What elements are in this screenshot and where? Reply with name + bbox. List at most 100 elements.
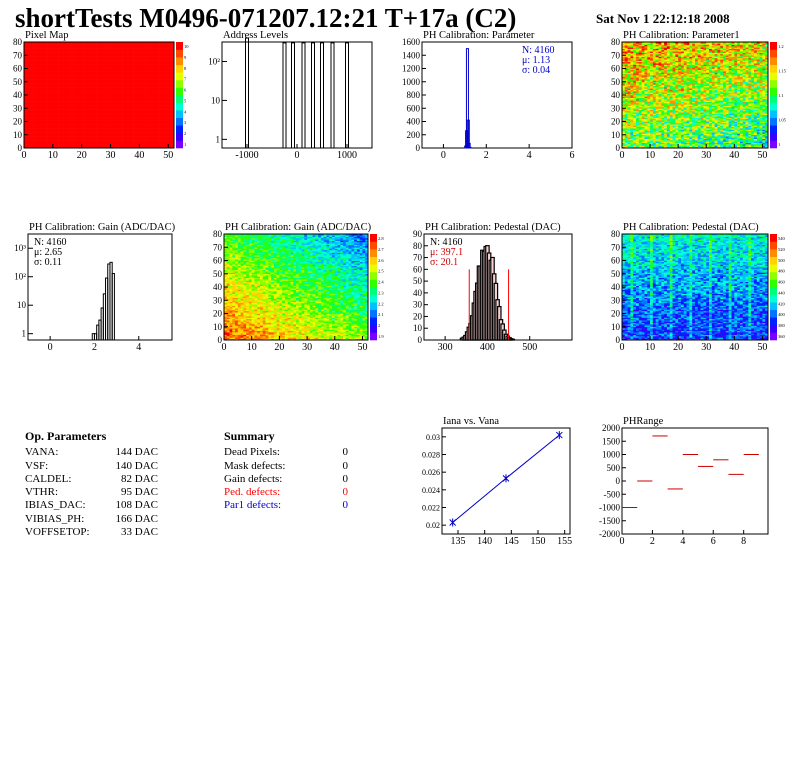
x-tick-label: 4 [136,342,141,352]
bar [468,146,472,149]
palette-swatch [770,64,777,73]
y-tick-label: 10³ [14,243,26,253]
chart-title: PH Calibration: Pedestal (DAC) [623,222,759,233]
stats-entry: σ: 0.04 [522,65,550,76]
bar [510,338,516,341]
y-tick-label: 0 [616,335,621,345]
chart-address-levels: Address Levels 1 10 10² -1000 0 1000 [208,30,373,160]
summary-label: Par1 defects: [224,499,282,512]
y-tick-label: 30 [13,103,23,113]
palette-label: 1.2 [778,44,784,49]
y-tick-label: 70 [413,253,423,263]
y-tick-label: 80 [611,37,621,47]
op-parameter-label: VTHR: [25,486,58,499]
palette-swatch [370,256,377,265]
palette-label: 480 [778,269,786,274]
op-parameter-label: VOFFSETOP: [25,526,90,539]
summary-title: Summary [224,429,275,443]
x-tick-label: 150 [531,536,546,547]
stats-entry: σ: 0.11 [34,257,62,268]
palette-label: 2 [378,323,380,328]
palette-swatch [370,271,377,280]
heatmap-cells [622,42,769,149]
op-parameter-value: 144 DAC [115,446,158,459]
x-tick-label: 30 [106,150,116,160]
x-tick-label: 50 [757,150,767,160]
palette-label: 1.1 [778,93,784,98]
palette-swatch [770,110,777,119]
y-tick-label: 50 [611,77,621,87]
palette-label: 2.6 [378,258,384,263]
x-tick-label: 300 [438,342,453,352]
palette-swatch [770,309,777,318]
palette-label: 3 [184,120,187,125]
y-tick-label: 50 [13,77,23,87]
y-tick-label: 60 [413,264,423,274]
stats-entry: μ: 397.1 [430,247,463,258]
y-tick-label: 40 [13,90,23,100]
page-date: Sat Nov 1 22:12:18 2008 [596,11,730,26]
op-parameter-row: VOFFSETOP: 33 DAC [25,526,158,539]
x-tick-label: 40 [729,342,739,352]
palette-swatch [770,324,777,333]
y-tick-label: 0 [218,335,223,345]
x-tick-label: 10 [48,150,58,160]
palette-swatch [176,57,183,66]
y-tick-label: 50 [611,269,621,279]
x-tick-label: -1000 [235,150,258,160]
palette-label: 5 [184,98,187,103]
chart-iana-vana: Iana vs. Vana 0.02 0.022 0.024 0.026 0.028 0.0… [422,416,572,547]
y-tick-label: 70 [213,242,223,252]
y-tick-label: -1000 [599,503,620,513]
chart-title: Iana vs. Vana [443,416,499,427]
y-tick-label: 40 [413,288,423,298]
x-tick-label: 50 [757,342,767,352]
op-parameter-row: VTHR: 95 DAC [25,486,158,499]
y-tick-label: 0.02 [426,521,440,530]
palette-swatch [370,241,377,250]
palette-swatch [370,279,377,288]
chart-title: PH Calibration: Gain (ADC/DAC) [225,222,372,233]
x-tick-label: 40 [330,342,340,352]
op-parameter-value: 166 DAC [115,512,158,525]
x-tick-label: 0 [620,536,625,547]
chart-title: PH Calibration: Pedestal (DAC) [425,222,561,233]
palette-label: 1 [778,142,780,147]
chart-title: PH Calibration: Parameter1 [623,30,740,41]
y-tick-label: 60 [611,256,621,266]
palette-swatch [176,140,183,149]
x-tick-label: 20 [77,150,87,160]
palette-label: 1.9 [378,334,384,339]
palette-swatch [770,294,777,303]
y-tick-label: 10 [17,300,27,310]
x-tick-label: 0 [620,150,625,160]
palette-swatch [770,287,777,295]
y-tick-label: 0.026 [422,468,440,477]
chart-ph-param1: PH Calibration: Parameter1 1.2 1.15 1.1 1.05… [611,30,787,160]
y-tick-label: 30 [413,300,423,310]
y-tick-label: 0.03 [426,433,440,442]
palette-swatch [770,256,777,265]
op-parameter-row: VANA: 144 DAC [25,446,158,459]
palette-swatch [176,102,183,111]
x-tick-label: 2 [92,342,97,352]
y-tick-label: -500 [604,489,621,499]
bar [111,272,115,341]
y-tick-label: 30 [213,295,223,305]
y-tick-label: 60 [611,64,621,74]
y-tick-label: 1400 [402,50,421,60]
palette-swatch [770,332,777,341]
stats-entry: N: 4160 [522,45,555,56]
bar [291,42,295,149]
chart-ph-param: PH Calibration: Parameter 0 200 400 600 800 10… [402,30,575,160]
summary-value: 0 [342,446,349,459]
y-tick-label: 2000 [602,423,621,433]
y-tick-label: 400 [407,117,421,127]
x-tick-label: 1000 [337,150,357,160]
y-tick-label: 20 [611,117,621,127]
palette-label: 2.7 [378,247,384,252]
y-tick-label: 0.022 [422,504,440,513]
bar-series [91,261,115,341]
y-tick-label: 1 [216,134,221,144]
